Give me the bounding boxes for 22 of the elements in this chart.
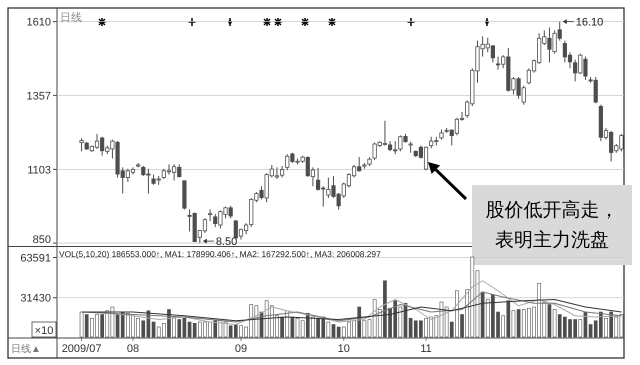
- annotation: 股价低开高走，表明主力洗盘: [486, 199, 618, 251]
- annotation: 8.50: [216, 236, 238, 248]
- y-tick-label: 1357: [26, 90, 51, 102]
- x-tick-label: 11: [420, 343, 432, 355]
- text: 日线▲: [11, 343, 41, 355]
- candlestick: [280, 165, 284, 178]
- chart-title: 日线: [60, 11, 82, 24]
- y-tick-label: 63591: [20, 252, 51, 265]
- y-tick-label: 1103: [27, 164, 51, 176]
- candlestick: [439, 128, 444, 140]
- y-tick-label: 31430: [20, 292, 51, 305]
- candlestick: [408, 141, 413, 154]
- annotation: VOL(5,10,20) 186553.000↑, MA1: 178990.406↑, MA2: 167292.500↑, MA3: 206008.297: [59, 249, 382, 259]
- annotation: 16.10: [576, 16, 604, 29]
- y-tick-label: 850: [32, 234, 51, 246]
- x-tick-label: 08: [126, 343, 140, 355]
- candlestick: [79, 138, 84, 152]
- x-tick-label: 2009/07: [62, 343, 102, 355]
- x-tick-label: 09: [234, 343, 248, 355]
- text: ×10: [34, 325, 54, 337]
- x-tick-label: 10: [338, 343, 350, 355]
- y-tick-label: 1610: [26, 16, 51, 29]
